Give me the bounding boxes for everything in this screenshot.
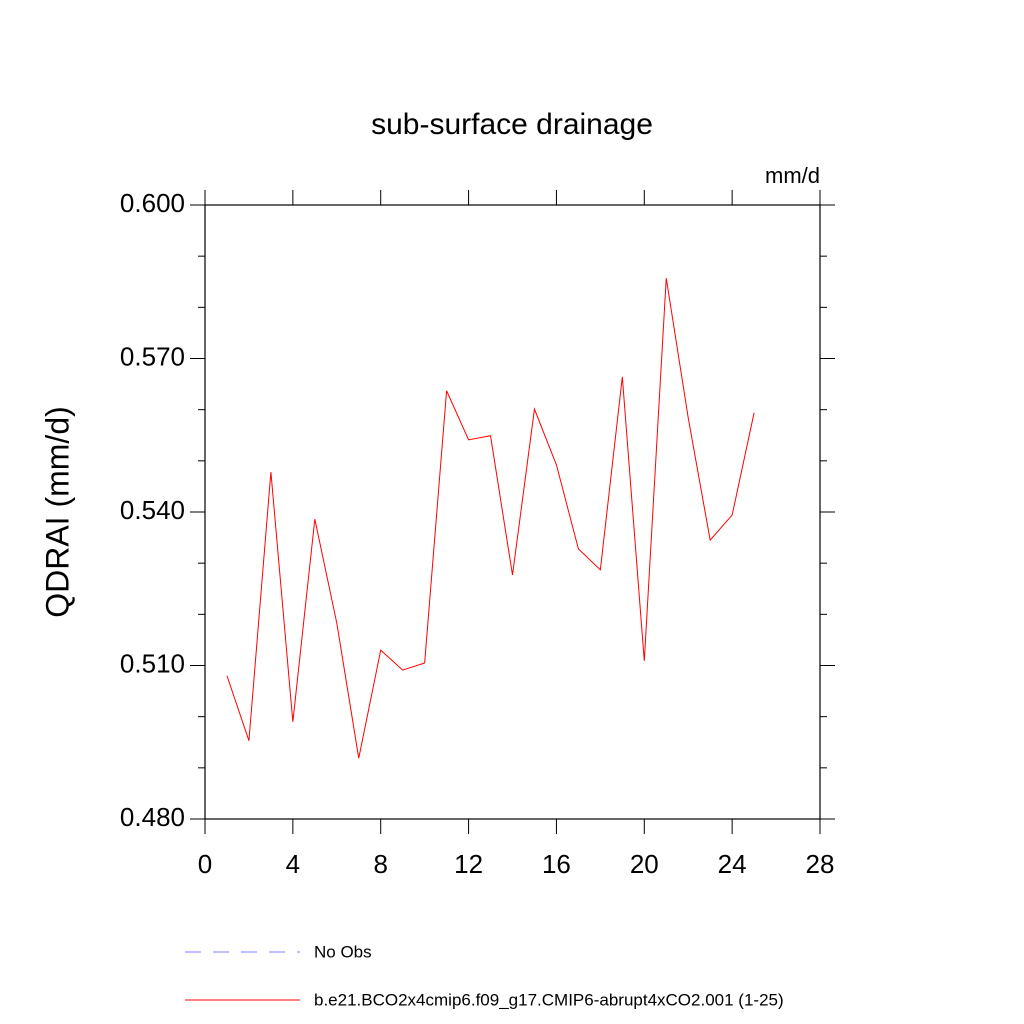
- legend-label: No Obs: [314, 942, 372, 961]
- y-tick-label: 0.480: [120, 802, 185, 832]
- y-tick-label: 0.510: [120, 648, 185, 678]
- x-tick-label: 0: [198, 849, 212, 879]
- y-tick-label: 0.600: [120, 188, 185, 218]
- legend-label: b.e21.BCO2x4cmip6.f09_g17.CMIP6-abrupt4x…: [314, 990, 784, 1009]
- x-tick-label: 4: [286, 849, 300, 879]
- series-line: [226, 278, 755, 759]
- y-tick-label: 0.570: [120, 341, 185, 371]
- y-tick-label: 0.540: [120, 495, 185, 525]
- x-tick-label: 8: [373, 849, 387, 879]
- x-tick-label: 24: [718, 849, 747, 879]
- units-label: mm/d: [765, 163, 820, 188]
- x-tick-label: 20: [630, 849, 659, 879]
- x-tick-label: 12: [454, 849, 483, 879]
- x-tick-label: 16: [542, 849, 571, 879]
- chart-title: sub-surface drainage: [371, 108, 653, 141]
- x-tick-label: 28: [806, 849, 835, 879]
- y-axis-label: QDRAI (mm/d): [39, 406, 75, 618]
